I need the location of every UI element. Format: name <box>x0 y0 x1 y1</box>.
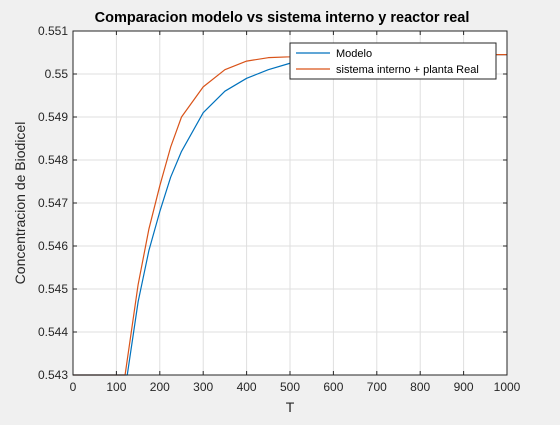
y-tick-label: 0.544 <box>38 325 68 339</box>
x-tick-label: 400 <box>237 380 257 394</box>
legend-label-planta-real: sistema interno + planta Real <box>336 64 479 76</box>
x-axis-label: T <box>286 399 295 415</box>
x-tick-label: 700 <box>367 380 387 394</box>
x-tick-label: 300 <box>193 380 213 394</box>
x-tick-label: 800 <box>410 380 430 394</box>
x-tick-label: 100 <box>106 380 126 394</box>
x-tick-label: 0 <box>70 380 77 394</box>
y-tick-label: 0.548 <box>38 153 68 167</box>
y-axis-label: Concentracion de Biodicel <box>12 122 28 285</box>
x-tick-label: 200 <box>150 380 170 394</box>
y-tick-label: 0.549 <box>38 110 68 124</box>
y-tick-label: 0.55 <box>45 67 69 81</box>
x-tick-label: 500 <box>280 380 300 394</box>
y-tick-label: 0.543 <box>38 368 68 382</box>
y-tick-label: 0.545 <box>38 282 68 296</box>
x-tick-label: 900 <box>454 380 474 394</box>
grid <box>73 31 507 375</box>
x-tick-label: 600 <box>323 380 343 394</box>
y-tick-label: 0.551 <box>38 24 68 38</box>
ticks: 0 100 200 300 400 500 600 700 800 900 1000 0.543 0.5… <box>38 24 521 394</box>
y-tick-label: 0.546 <box>38 239 68 253</box>
legend-label-modelo: Modelo <box>336 48 372 60</box>
legend: Modelo sistema interno + planta Real <box>289 42 497 80</box>
chart-title: Comparacion modelo vs sistema interno y … <box>95 10 470 26</box>
y-tick-label: 0.547 <box>38 196 68 210</box>
x-tick-label: 1000 <box>494 380 521 394</box>
legend-box <box>289 42 497 80</box>
